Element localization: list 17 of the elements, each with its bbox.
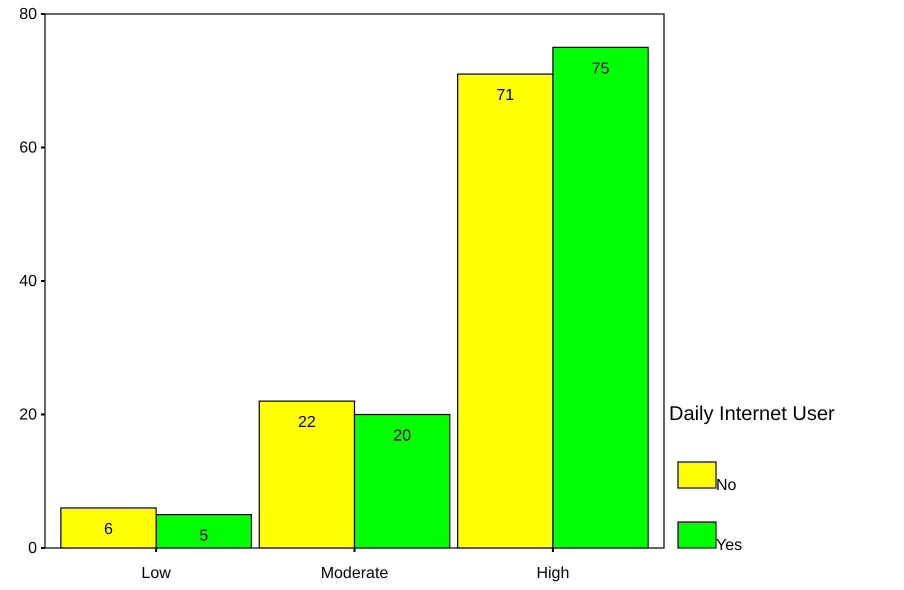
y-tick-label: 0 [28,540,38,557]
x-tick-label: Moderate [320,565,388,582]
x-tick-label: High [536,565,570,582]
y-tick-label: 20 [19,406,38,424]
y-tick-label: 80 [19,6,38,23]
y-tick-label: 40 [19,273,38,290]
data-label: 5 [199,528,208,545]
data-label: 20 [393,428,412,444]
data-label: 6 [104,520,114,538]
legend-title: Daily Internet User [669,403,835,425]
data-label: 22 [298,414,316,432]
data-label: 71 [496,87,514,104]
data-label: 75 [592,60,610,78]
x-tick-label: Low [141,565,172,582]
legend-label: No [716,477,737,494]
y-tick-label: 60 [19,140,38,156]
legend-label: Yes [716,537,742,554]
